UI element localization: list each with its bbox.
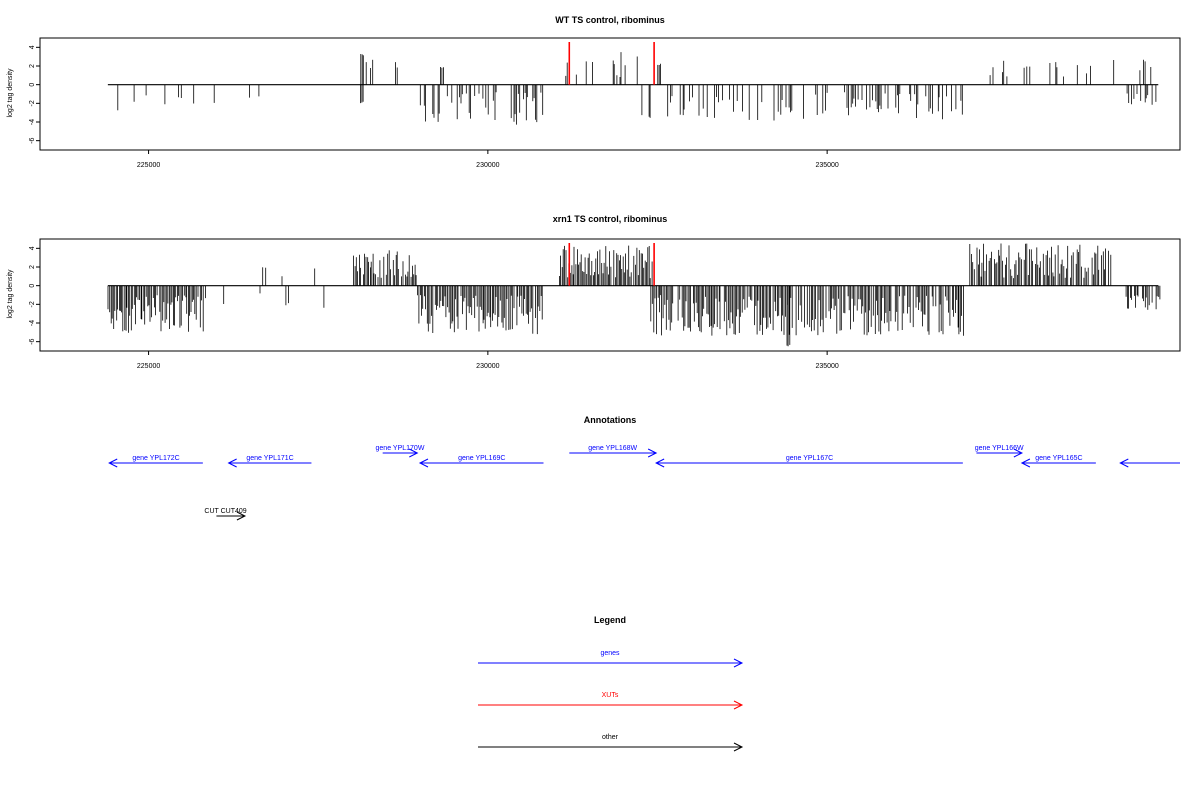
feature-arrow	[418, 458, 544, 468]
x-tick-label: 225000	[137, 162, 160, 169]
gene-label: gene YPL167C	[786, 455, 833, 462]
wt-plot-frame	[39, 37, 1181, 151]
feature-arrow	[1119, 458, 1180, 468]
xrn1-y-axis: -6 -4 -2 0 2 4	[29, 246, 40, 345]
annotations-panel: Annotations gene YPL172C gene YPL171Cgene…	[108, 415, 1180, 521]
gene-label: gene YPL168W	[588, 445, 637, 452]
y-tick-label: -6	[29, 338, 36, 344]
feature-arrow	[478, 700, 744, 710]
gene-label: gene YPL169C	[458, 455, 505, 462]
xrn1-density-bars	[107, 243, 1161, 347]
feature-arrow	[478, 742, 744, 752]
cut-label: CUT CUT409	[204, 508, 246, 515]
wt-red-markers	[568, 42, 655, 85]
xrn1-density-panel: xrn1 TS control, ribominus log2 tag dens…	[7, 214, 1181, 370]
annotations-title: Annotations	[584, 415, 637, 425]
feature-arrow	[478, 658, 744, 668]
wt-x-axis: 225000 230000 235000	[137, 150, 839, 169]
legend-items: genes XUTs other	[478, 650, 744, 752]
y-tick-label: 0	[29, 83, 36, 87]
wt-y-axis-label: log2 tag density	[7, 68, 14, 118]
feature-arrow	[227, 458, 312, 468]
x-tick-label: 230000	[476, 162, 499, 169]
wt-density-bars	[117, 52, 1157, 125]
annotation-features: gene YPL172C gene YPL171C gene YPL170W gene…	[108, 445, 1180, 521]
xrn1-plot-frame	[39, 238, 1181, 352]
xrn1-red-markers	[568, 243, 655, 286]
feature-arrow	[216, 511, 247, 521]
x-tick-label: 235000	[815, 162, 838, 169]
gene-label: gene YPL172C	[132, 455, 179, 462]
y-tick-label: -2	[29, 100, 36, 106]
xrn1-panel-title: xrn1 TS control, ribominus	[553, 214, 668, 224]
gene-label: gene YPL170W	[376, 445, 425, 452]
gene-label: gene YPL165C	[1035, 455, 1082, 462]
legend-label: XUTs	[602, 692, 619, 699]
y-tick-label: -4	[29, 320, 36, 326]
feature-arrow	[382, 448, 419, 458]
legend-label: other	[602, 734, 619, 741]
xrn1-x-axis: 225000 230000 235000	[137, 351, 839, 370]
y-tick-label: 2	[29, 64, 36, 68]
x-tick-label: 225000	[137, 363, 160, 370]
y-tick-label: 4	[29, 45, 36, 49]
x-tick-label: 230000	[476, 363, 499, 370]
legend-label: genes	[600, 650, 620, 657]
feature-arrow	[976, 448, 1024, 458]
gene-label: gene YPL171C	[246, 455, 293, 462]
legend-panel: Legend genes XUTs other	[478, 615, 744, 752]
wt-y-axis: -6 -4 -2 0 2 4	[29, 45, 40, 144]
y-tick-label: 4	[29, 246, 36, 250]
y-tick-label: 0	[29, 284, 36, 288]
wt-density-panel: WT TS control, ribominus log2 tag densit…	[7, 15, 1181, 169]
y-tick-label: -4	[29, 119, 36, 125]
gene-label: gene YPL166W	[975, 445, 1024, 452]
feature-arrow	[108, 458, 203, 468]
feature-arrow	[655, 458, 963, 468]
legend-title: Legend	[594, 615, 626, 625]
y-tick-label: 2	[29, 265, 36, 269]
x-tick-label: 235000	[815, 363, 838, 370]
feature-arrow	[569, 448, 658, 458]
wt-panel-title: WT TS control, ribominus	[555, 15, 665, 25]
feature-arrow	[1020, 458, 1096, 468]
xrn1-y-axis-label: log2 tag density	[7, 269, 14, 319]
y-tick-label: -6	[29, 137, 36, 143]
y-tick-label: -2	[29, 301, 36, 307]
